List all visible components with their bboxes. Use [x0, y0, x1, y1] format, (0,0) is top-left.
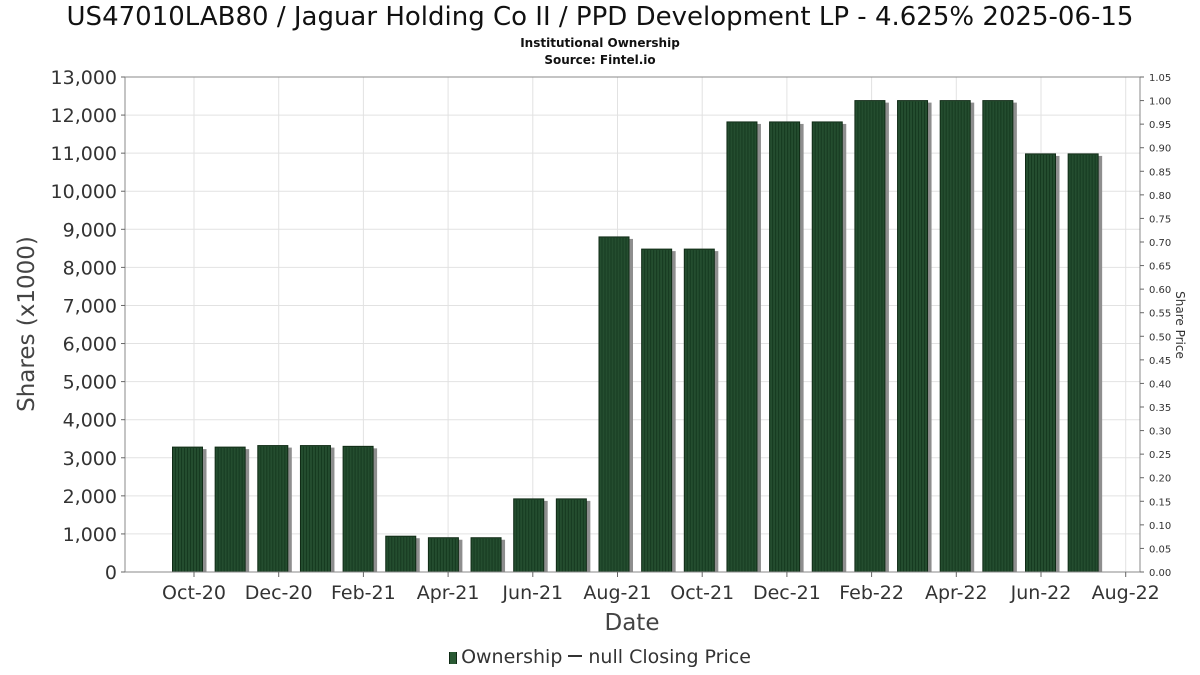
y-tick-label: 13,000 [51, 67, 117, 89]
y2-tick-label: 0.20 [1149, 474, 1171, 485]
y2-tick-label: 1.05 [1149, 73, 1171, 84]
y2-tick-label: 0.25 [1149, 450, 1171, 461]
y2-tick-label: 0.15 [1149, 497, 1171, 508]
y2-tick-label: 0.45 [1149, 356, 1171, 367]
y2-tick-label: 0.05 [1149, 544, 1171, 555]
y2-tick-label: 0.85 [1149, 167, 1171, 178]
x-tick-label: Apr-21 [417, 582, 480, 604]
legend: Ownership null Closing Price [0, 646, 1200, 668]
y2-tick-label: 0.40 [1149, 379, 1171, 390]
x-tick-label: Oct-20 [162, 582, 226, 604]
y-tick-label: 10,000 [51, 181, 117, 203]
x-tick-label: Oct-21 [670, 582, 734, 604]
y2-tick-label: 0.10 [1149, 521, 1171, 532]
y-tick-label: 1,000 [63, 524, 117, 546]
x-tick-label: Apr-22 [925, 582, 988, 604]
y2-tick-label: 0.35 [1149, 403, 1171, 414]
x-tick-label: Feb-21 [331, 582, 396, 604]
x-axis-ticks: Oct-20 Dec-20 Feb-21 Apr-21 Jun-21 Aug-21 Oct-… [162, 572, 1160, 604]
x-tick-label: Dec-20 [245, 582, 313, 604]
x-tick-label: Aug-21 [583, 582, 651, 604]
y-tick-label: 0 [105, 562, 117, 584]
y2-tick-label: 0.95 [1149, 120, 1171, 131]
y-tick-label: 6,000 [63, 334, 117, 356]
y2-tick-label: 0.75 [1149, 214, 1171, 225]
bars [172, 100, 1103, 573]
y2-tick-label: 1.00 [1149, 97, 1171, 108]
y-tick-label: 12,000 [51, 105, 117, 127]
x-tick-label: Aug-22 [1092, 582, 1160, 604]
y2-tick-label: 0.30 [1149, 427, 1171, 438]
y2-tick-label: 0.70 [1149, 238, 1171, 249]
y2-tick-label: 0.55 [1149, 309, 1171, 320]
y2-tick-label: 0.50 [1149, 332, 1171, 343]
y2-tick-label: 0.90 [1149, 144, 1171, 155]
chart-title: US47010LAB80 / Jaguar Holding Co II / PP… [66, 2, 1134, 32]
x-tick-label: Feb-22 [839, 582, 904, 604]
x-tick-label: Jun-22 [1010, 582, 1072, 604]
y2-axis-label: Share Price [1173, 291, 1187, 359]
y2-axis-ticks: 0.00 0.05 0.10 0.15 0.20 0.25 0.30 0.35 0.40 0.45… [1140, 73, 1171, 579]
y2-tick-label: 0.60 [1149, 285, 1171, 296]
legend-ownership: Ownership [461, 646, 563, 668]
y-tick-label: 4,000 [63, 410, 117, 432]
x-tick-label: Dec-21 [753, 582, 821, 604]
y-tick-label: 7,000 [63, 295, 117, 317]
x-tick-label: Jun-21 [501, 582, 563, 604]
y2-tick-label: 0.80 [1149, 191, 1171, 202]
plot-frame [124, 76, 1141, 573]
x-axis-label: Date [605, 610, 660, 636]
y-axis-label: Shares (x1000) [14, 236, 40, 412]
y-tick-label: 3,000 [63, 448, 117, 470]
y-axis-ticks: 0 1,000 2,000 3,000 4,000 5,000 6,000 7,000 8,00… [51, 67, 125, 584]
ownership-legend-icon [449, 652, 458, 664]
y-tick-label: 9,000 [63, 219, 117, 241]
legend-closing-price: null Closing Price [588, 646, 751, 668]
chart-subtitle-ownership: Institutional Ownership [520, 36, 680, 50]
y-tick-label: 5,000 [63, 372, 117, 394]
y-tick-label: 8,000 [63, 257, 117, 279]
chart-subtitle-source: Source: Fintel.io [544, 53, 656, 67]
y2-tick-label: 0.65 [1149, 262, 1171, 273]
closing-price-legend-icon [568, 655, 583, 657]
y2-tick-label: 0.00 [1149, 568, 1171, 579]
y-tick-label: 11,000 [51, 143, 117, 165]
y-tick-label: 2,000 [63, 486, 117, 508]
